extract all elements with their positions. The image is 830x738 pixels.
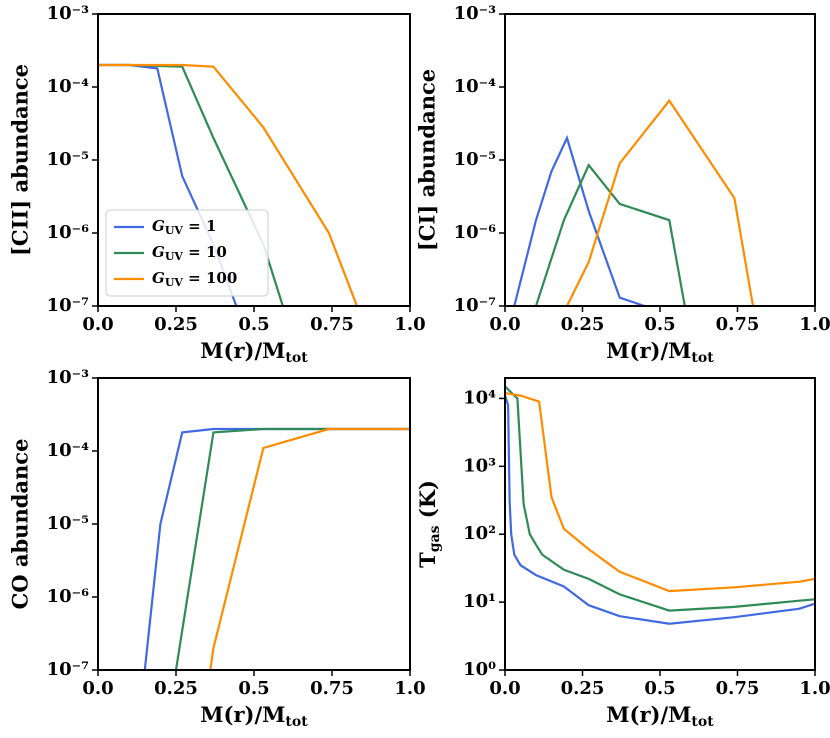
y-tick-label: 10⁻⁴ (47, 440, 90, 461)
y-tick-label: 10⁻⁷ (454, 295, 496, 316)
series-line (143, 427, 410, 670)
y-tick-label: 10⁻³ (47, 367, 90, 388)
series-line (513, 134, 645, 306)
legend-box (105, 209, 269, 297)
series-line (566, 98, 755, 306)
series-line (98, 63, 359, 306)
x-axis-label: M(r)/Mtot (200, 702, 308, 731)
x-tick-label: 0.5 (644, 314, 675, 335)
x-tick-label: 0.75 (716, 314, 760, 335)
x-tick-label: 0.5 (644, 678, 675, 699)
series-line (209, 427, 410, 670)
x-tick-label: 0.0 (489, 678, 520, 699)
x-axis-label-sub: tot (285, 714, 308, 730)
x-axis-label: M(r)/Mtot (606, 338, 714, 367)
legend-label: GUV = 100 (152, 269, 237, 289)
x-tick-label: 1.0 (394, 678, 425, 699)
y-axis-label: [CI] abundance (415, 69, 440, 251)
panel: 0.0 0.25 0.5 0.75 1.0 10⁻⁷ 10⁻⁶ 10⁻⁵ 10⁻⁴ 10⁻³ M(r… (415, 3, 830, 366)
axes-frame (97, 377, 411, 671)
y-axis-label-after: (K) (415, 480, 440, 525)
x-tick-label: 1.0 (394, 314, 425, 335)
panel: 0.0 0.25 0.5 0.75 1.0 10⁻⁷ 10⁻⁶ 10⁻⁵ 10⁻⁴ 10⁻³ M(r… (8, 367, 426, 730)
x-axis-label-main: M(r)/M (606, 702, 691, 727)
y-tick-label: 10¹ (463, 591, 496, 612)
x-tick-label: 0.5 (238, 314, 269, 335)
x-tick-label: 1.0 (799, 314, 830, 335)
x-tick-label: 0.0 (82, 678, 113, 699)
x-tick-label: 0.75 (310, 314, 354, 335)
series-line (505, 385, 815, 612)
y-tick-label: 10² (463, 523, 496, 544)
y-tick-label: 10⁻⁵ (454, 149, 497, 170)
y-tick-label: 10⁻⁵ (47, 149, 90, 170)
y-tick-label: 10⁻³ (47, 3, 90, 24)
x-tick-label: 0.0 (82, 314, 113, 335)
y-tick-label: 10⁻⁶ (454, 222, 497, 243)
x-axis-label: M(r)/Mtot (200, 338, 308, 367)
x-axis-label-main: M(r)/M (200, 702, 285, 727)
legend-label: GUV = 10 (152, 243, 227, 263)
legend: GUV = 1 GUV = 10 GUV = 100 (105, 209, 269, 297)
y-tick-label: 10⁻⁴ (47, 76, 90, 97)
x-axis-label: M(r)/Mtot (606, 702, 714, 731)
y-axis-label-main: T (415, 552, 440, 568)
legend-label: GUV = 1 (152, 217, 216, 237)
x-tick-label: 0.5 (238, 678, 269, 699)
series-line (174, 427, 410, 670)
y-tick-label: 10⁻⁵ (47, 513, 90, 534)
x-axis-label-sub: tot (691, 350, 714, 366)
y-tick-label: 10⁻⁷ (47, 659, 89, 680)
y-tick-label: 10⁴ (463, 387, 496, 408)
panel: 0.0 0.25 0.5 0.75 1.0 10⁻⁷ 10⁻⁶ 10⁻⁵ 10⁻⁴ 10⁻³ M(r… (8, 3, 426, 367)
y-tick-label: 10⁻⁶ (47, 222, 90, 243)
y-tick-label: 10⁻⁶ (47, 586, 90, 607)
x-tick-label: 0.25 (561, 678, 605, 699)
x-tick-label: 0.25 (561, 314, 605, 335)
series-line (505, 395, 815, 625)
series-line (505, 391, 815, 593)
y-axis-label: [CII] abundance (8, 64, 33, 256)
x-axis-label-sub: tot (285, 350, 308, 366)
y-tick-label: 10⁻³ (454, 3, 497, 24)
x-tick-label: 0.25 (154, 678, 198, 699)
y-tick-label: 10⁰ (463, 659, 496, 680)
x-tick-label: 1.0 (799, 678, 830, 699)
panel: 0.0 0.25 0.5 0.75 1.0 10⁰ 10¹ 10² 10³ 10⁴ M(r)/Mto… (415, 377, 830, 731)
y-tick-label: 10⁻⁷ (47, 295, 89, 316)
x-tick-label: 0.0 (489, 314, 520, 335)
x-tick-label: 0.25 (154, 314, 198, 335)
series-line (534, 163, 686, 306)
x-axis-label-main: M(r)/M (200, 338, 285, 363)
x-tick-label: 0.75 (310, 678, 354, 699)
y-tick-label: 10⁻⁴ (454, 76, 497, 97)
y-tick-label: 10³ (463, 455, 496, 476)
axes-frame (504, 377, 816, 671)
axes-frame (504, 13, 816, 307)
y-axis-label-sub: gas (427, 525, 443, 552)
x-axis-label-sub: tot (691, 714, 714, 730)
y-axis-label: Tgas (K) (415, 480, 444, 568)
x-axis-label-main: M(r)/M (606, 338, 691, 363)
y-axis-label: CO abundance (8, 439, 33, 610)
x-tick-label: 0.75 (716, 678, 760, 699)
